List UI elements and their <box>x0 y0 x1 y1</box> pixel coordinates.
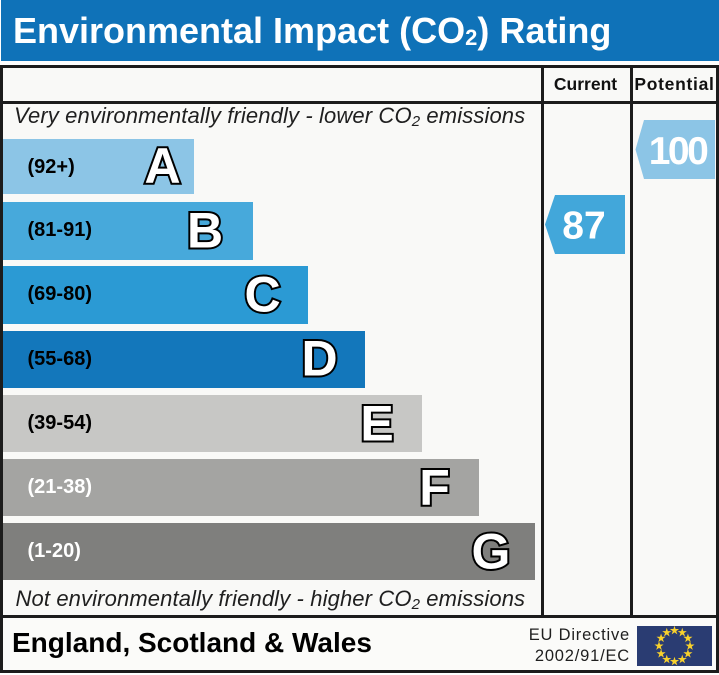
svg-text:E: E <box>360 396 393 452</box>
svg-text:87: 87 <box>562 205 605 248</box>
svg-text:G: G <box>472 524 511 580</box>
svg-text:F: F <box>419 460 450 516</box>
svg-text:B: B <box>187 203 223 259</box>
svg-text:100: 100 <box>649 130 708 173</box>
svg-text:D: D <box>301 331 337 387</box>
svg-text:C: C <box>244 267 280 323</box>
svg-text:A: A <box>144 138 180 194</box>
